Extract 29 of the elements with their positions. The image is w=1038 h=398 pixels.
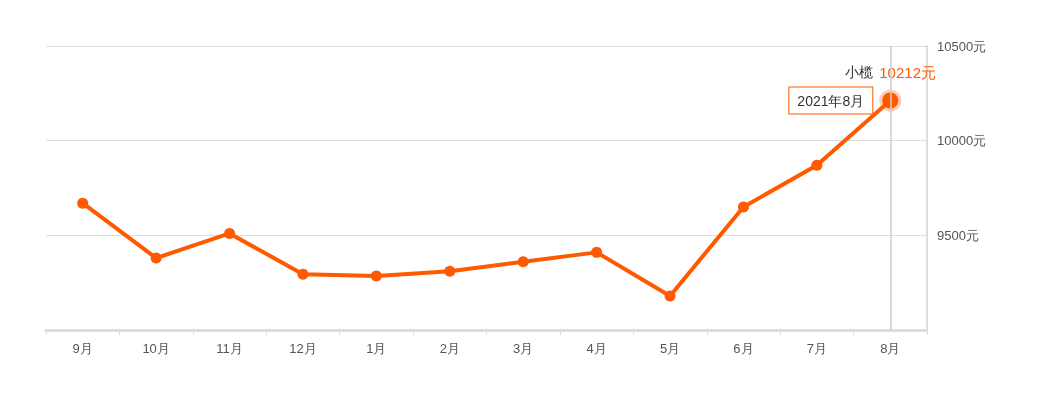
series-label: 小榄: [844, 64, 873, 81]
x-tick-label: 2月: [439, 341, 460, 356]
x-tick-label: 10月: [142, 341, 170, 356]
point: [370, 270, 382, 282]
data-label: 10212元: [879, 63, 936, 81]
point: [77, 197, 89, 209]
x-tick-label: 5月: [659, 341, 681, 356]
point: [811, 159, 823, 171]
x-tick-label: 9月: [72, 341, 93, 356]
point: [591, 246, 603, 258]
point: [517, 256, 529, 268]
x-tick-label: 11月: [216, 341, 243, 356]
x-tick-label: 3月: [513, 341, 534, 356]
x-tick-label: 12月: [289, 341, 317, 356]
x-tick-label: 8月: [880, 341, 901, 356]
point: [737, 201, 749, 213]
x-tick-label: 1月: [366, 341, 387, 356]
y-tick-label: 10000元: [937, 133, 987, 149]
y-tick-label: 9500元: [937, 227, 979, 243]
point: [297, 268, 309, 280]
x-tick-label: 6月: [733, 341, 754, 356]
point: [664, 290, 676, 302]
point: [150, 252, 162, 264]
y-tick-label: 10500元: [937, 38, 987, 54]
x-tick-label: 4月: [586, 341, 607, 356]
x-tick-label: 7月: [806, 341, 827, 356]
point: [224, 227, 236, 239]
annotation: 2021年8月: [797, 92, 865, 109]
point: [444, 265, 456, 277]
